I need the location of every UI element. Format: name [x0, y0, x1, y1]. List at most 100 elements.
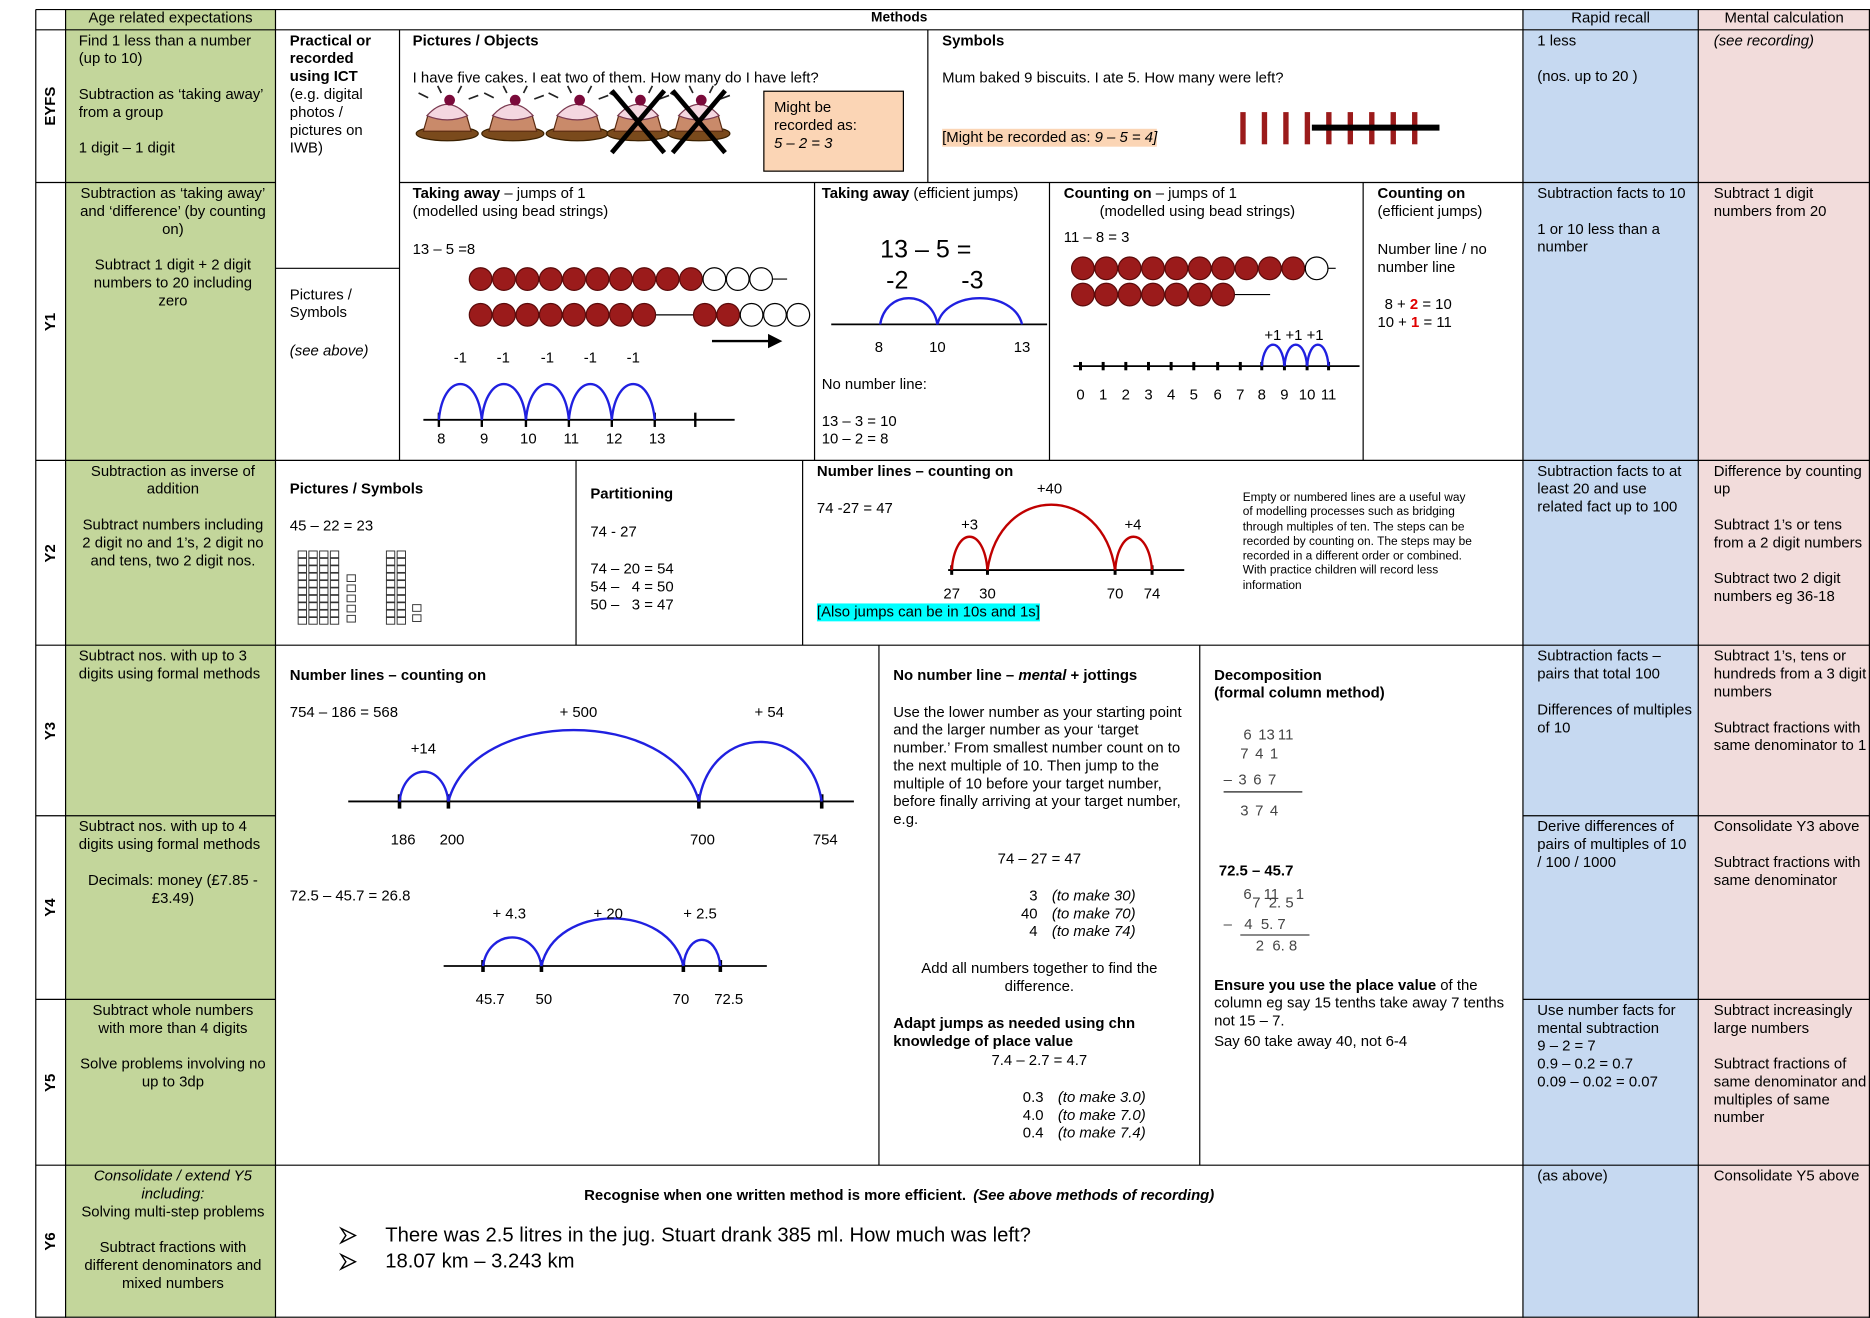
- text: Number lines – counting on: [289, 666, 487, 684]
- paragraph: Subtraction facts – pairs that total 100: [1537, 647, 1661, 683]
- paragraph: Subtract numbers including 2 digit no an…: [82, 516, 264, 569]
- base-ten-unit: [308, 609, 318, 618]
- bead: [492, 267, 516, 291]
- text: Symbols: [942, 32, 1005, 49]
- text: (modelled using bead strings): [1099, 202, 1296, 220]
- year-label: Y6: [41, 1232, 59, 1251]
- cross: [670, 89, 727, 155]
- jump-arc: [1305, 343, 1330, 367]
- year-label: Y1: [41, 312, 59, 331]
- paragraph: Subtraction facts to 10: [1537, 184, 1686, 202]
- text: [Also jumps can be in 10s and 1s]: [816, 603, 1040, 622]
- text: Add all numbers together to find the dif…: [921, 960, 1158, 995]
- jump-arc: [1283, 343, 1309, 367]
- jump-arc: [567, 382, 613, 420]
- bead: [1187, 256, 1212, 281]
- diagram-label: 8: [437, 432, 445, 448]
- text: 754 – 186 = 568: [289, 703, 398, 721]
- diagram-label: 27: [943, 587, 960, 603]
- handwritten-digits: 3 7 4: [1240, 804, 1279, 820]
- base-ten-unit: [297, 609, 307, 618]
- text-span: – jumps of 1: [500, 184, 586, 202]
- text-block: Subtraction as inverse of addition Subtra…: [79, 463, 267, 588]
- base-ten-unit: [346, 594, 356, 603]
- paragraph: (as above): [1537, 1167, 1608, 1185]
- bead: [1164, 282, 1189, 307]
- base-ten-unit: [319, 617, 329, 625]
- paragraph: Subtract 1 digit + 2 digit numbers to 20…: [93, 256, 253, 309]
- base-ten-unit: [319, 580, 329, 588]
- bead: [749, 267, 774, 291]
- paragraph: Subtract fractions with same denominator…: [1713, 719, 1867, 754]
- diagram-label: 11: [1321, 388, 1336, 404]
- text-block: 1 less (nos. up to 20 ): [1537, 32, 1692, 104]
- diagram-label: 3: [1144, 388, 1152, 404]
- paragraph: Consolidate / extend Y5 including:: [93, 1167, 252, 1203]
- paragraph: Subtract two 2 digit numbers eg 36-18: [1713, 570, 1841, 605]
- paragraph: Decomposition: [1214, 666, 1322, 684]
- text-block: (see recording): [1714, 32, 1867, 68]
- diagram-label: -1: [497, 351, 510, 367]
- text-block: Find 1 less than a number (up to 10) Subt…: [79, 32, 267, 175]
- base-ten-unit: [297, 587, 307, 596]
- bead: [786, 302, 811, 327]
- text-block: Subtract 1’s, tens or hundreds from a 3 …: [1714, 648, 1867, 773]
- base-ten-unit: [396, 594, 406, 603]
- base-ten-unit: [396, 557, 406, 566]
- cherry: [695, 94, 707, 106]
- jump-arc: [1260, 343, 1286, 367]
- handwritten-digits: 7 2. 5: [1252, 896, 1293, 912]
- text-span: Taking away: [412, 184, 501, 202]
- bead: [585, 302, 610, 327]
- base-ten-unit: [297, 557, 307, 566]
- paragraph: 1 digit – 1 digit: [78, 139, 175, 157]
- text: Pictures / Symbols: [289, 480, 424, 498]
- paragraph: Decimals: money (£7.85 - £3.49): [87, 871, 258, 907]
- paragraph: 0.9 – 0.2 = 0.7: [1537, 1055, 1634, 1073]
- base-ten-unit: [329, 617, 340, 625]
- jump-arc: [524, 382, 571, 420]
- bead: [1094, 256, 1119, 281]
- mental-column-bg: [1698, 9, 1870, 1318]
- jump-arc: [480, 382, 528, 420]
- paragraph: 0.09 – 0.02 = 0.07: [1537, 1073, 1658, 1091]
- text: Mum baked 9 biscuits. I ate 5. How many …: [942, 69, 1284, 86]
- base-ten-unit: [297, 565, 307, 573]
- cherry: [574, 94, 585, 106]
- base-ten-unit: [346, 614, 356, 623]
- paragraph: Subtract 1’s or tens from a 2 digit numb…: [1713, 516, 1863, 551]
- diagram-label: 11: [564, 432, 579, 448]
- handwritten-digits: – 3 6 7: [1224, 773, 1278, 789]
- bead: [538, 267, 563, 291]
- diagram-label: 30: [979, 587, 996, 603]
- diagram-label: 5: [1190, 388, 1198, 404]
- diagram-label: 10: [520, 432, 537, 448]
- bead: [702, 267, 727, 291]
- text-block: Subtract nos. with up to 4 digits using …: [79, 818, 267, 925]
- sparkle: [483, 92, 495, 99]
- text-block: Consolidate Y5 above: [1714, 1168, 1867, 1204]
- text-line: Recognise when one written method is mor…: [275, 1187, 1522, 1205]
- text: (to make 3.0): [1057, 1088, 1146, 1106]
- bead: [1094, 282, 1119, 307]
- paragraph: Subtract whole numbers with more than 4 …: [92, 1001, 254, 1037]
- base-ten-unit: [329, 587, 340, 596]
- text: (to make 74): [1051, 923, 1136, 940]
- base-ten-unit: [385, 609, 396, 618]
- bead: [632, 302, 657, 327]
- paragraph: Solving multi-step problems: [81, 1203, 265, 1221]
- text-span: 2: [1409, 295, 1419, 313]
- base-ten-unit: [297, 594, 307, 603]
- diagram-label: 13: [1258, 727, 1275, 743]
- diagram-label: 8: [875, 340, 883, 356]
- text: 11 – 8 = 3: [1063, 228, 1130, 246]
- bead: [492, 302, 516, 327]
- jump-arc: [398, 770, 450, 802]
- column-sum: 72.5 – 45.7: [1219, 863, 1294, 879]
- text: 0.4: [1022, 1124, 1044, 1142]
- box-text: 5 – 2 = 3: [773, 134, 833, 152]
- diagram-label: 70: [1107, 587, 1124, 603]
- bead: [1234, 256, 1259, 281]
- bead: [692, 302, 717, 327]
